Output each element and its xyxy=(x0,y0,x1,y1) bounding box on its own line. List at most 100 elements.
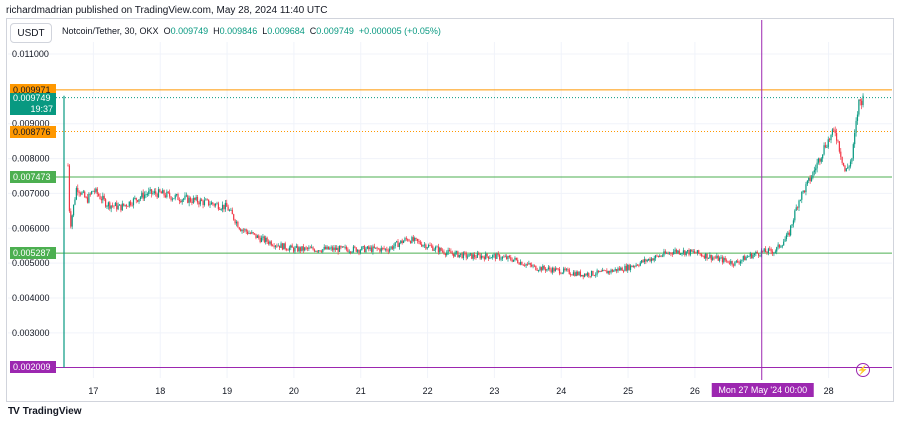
currency-button[interactable]: USDT xyxy=(10,23,52,43)
legend-c-label: C xyxy=(309,26,317,36)
candle-body xyxy=(262,236,264,238)
candle-body xyxy=(311,247,313,249)
candle-body xyxy=(290,245,292,248)
candle-body xyxy=(744,256,746,261)
candle-body xyxy=(696,250,698,254)
candle-body xyxy=(656,255,658,257)
y-tick-label: 0.006000 xyxy=(12,223,50,233)
x-tick-label: 28 xyxy=(824,386,834,396)
candle-body xyxy=(455,251,458,253)
candle-body xyxy=(81,192,83,195)
candle-body xyxy=(835,133,838,141)
candle-body xyxy=(273,245,275,247)
candle-body xyxy=(808,177,810,181)
candle-body xyxy=(657,255,659,257)
candle-body xyxy=(648,258,650,261)
candle-body xyxy=(402,240,405,244)
candle-body xyxy=(616,269,618,272)
x-tick-label: 18 xyxy=(155,386,165,396)
candle-body xyxy=(556,268,558,270)
y-tick-label: 0.004000 xyxy=(12,293,50,303)
candle-body xyxy=(784,239,786,242)
x-tick-label: 19 xyxy=(222,386,232,396)
candle-body xyxy=(532,265,534,267)
candle-body xyxy=(508,256,510,258)
candle-body xyxy=(124,204,126,206)
candle-body xyxy=(178,200,180,202)
candle-body xyxy=(230,209,232,211)
candle-body xyxy=(748,256,750,258)
candle-body xyxy=(309,247,311,249)
candle-body xyxy=(393,246,395,249)
candle-body xyxy=(238,227,240,230)
candle-body xyxy=(603,269,605,271)
candle-body xyxy=(827,139,829,148)
candle-body xyxy=(341,246,343,248)
candle-body xyxy=(554,268,556,272)
candle-body xyxy=(279,245,281,248)
candle-body xyxy=(443,251,445,254)
candle-body xyxy=(131,205,133,206)
candle-body xyxy=(842,162,845,166)
candle-body xyxy=(153,191,155,193)
candle-body xyxy=(673,251,675,255)
ohlc-legend: Notcoin/Tether, 30, OKX O0.009749 H0.009… xyxy=(62,26,441,36)
candle-body xyxy=(597,270,600,273)
candle-body xyxy=(313,249,316,252)
candle-body xyxy=(699,253,701,255)
candle-body xyxy=(620,267,622,271)
candle-body xyxy=(721,257,724,263)
candle-body xyxy=(389,248,391,252)
chart-frame xyxy=(6,18,894,402)
candle-body xyxy=(543,265,545,269)
candle-body xyxy=(142,192,144,199)
candle-body xyxy=(256,235,258,238)
candle-body xyxy=(205,199,207,201)
candle-body xyxy=(304,247,306,251)
candle-body xyxy=(812,172,814,178)
candle-body xyxy=(169,192,171,197)
candle-body xyxy=(123,203,125,206)
candle-body xyxy=(397,241,399,248)
candle-body xyxy=(405,238,407,240)
candle-body xyxy=(120,204,122,211)
candle-body xyxy=(712,257,714,260)
candle-body xyxy=(343,246,345,248)
candle-body xyxy=(831,129,834,135)
candle-body xyxy=(387,250,389,252)
legend-low: 0.009684 xyxy=(267,26,305,36)
candle-body xyxy=(231,209,233,215)
crosshair-date-box xyxy=(711,383,814,397)
candle-body xyxy=(517,259,519,263)
candle-body xyxy=(422,245,424,247)
candle-body xyxy=(855,120,857,133)
candle-body xyxy=(745,257,747,261)
candle-body xyxy=(319,250,321,252)
candle-body xyxy=(702,255,704,257)
candle-body xyxy=(854,132,856,145)
y-tick-label: 0.005000 xyxy=(12,258,50,268)
candle-body xyxy=(334,247,336,250)
lightning-icon[interactable]: ⚡ xyxy=(856,363,870,377)
candle-body xyxy=(654,255,657,259)
candle-body xyxy=(414,237,416,241)
candle-body xyxy=(93,190,96,192)
candle-body xyxy=(294,247,296,252)
candle-body xyxy=(143,194,146,199)
candle-body xyxy=(833,129,835,131)
candle-body xyxy=(650,258,653,262)
candle-body xyxy=(752,254,754,259)
candle-body xyxy=(223,204,225,210)
candle-body xyxy=(464,252,466,254)
y-tick-label: 0.011000 xyxy=(12,49,49,59)
candle-body xyxy=(213,204,215,206)
candle-body xyxy=(755,252,757,254)
candle-body xyxy=(533,265,536,267)
candle-body xyxy=(226,202,228,207)
candle-body xyxy=(201,199,203,201)
candle-body xyxy=(628,264,630,270)
candle-body xyxy=(79,193,82,195)
candle-body xyxy=(322,249,324,252)
candle-body xyxy=(227,206,229,211)
